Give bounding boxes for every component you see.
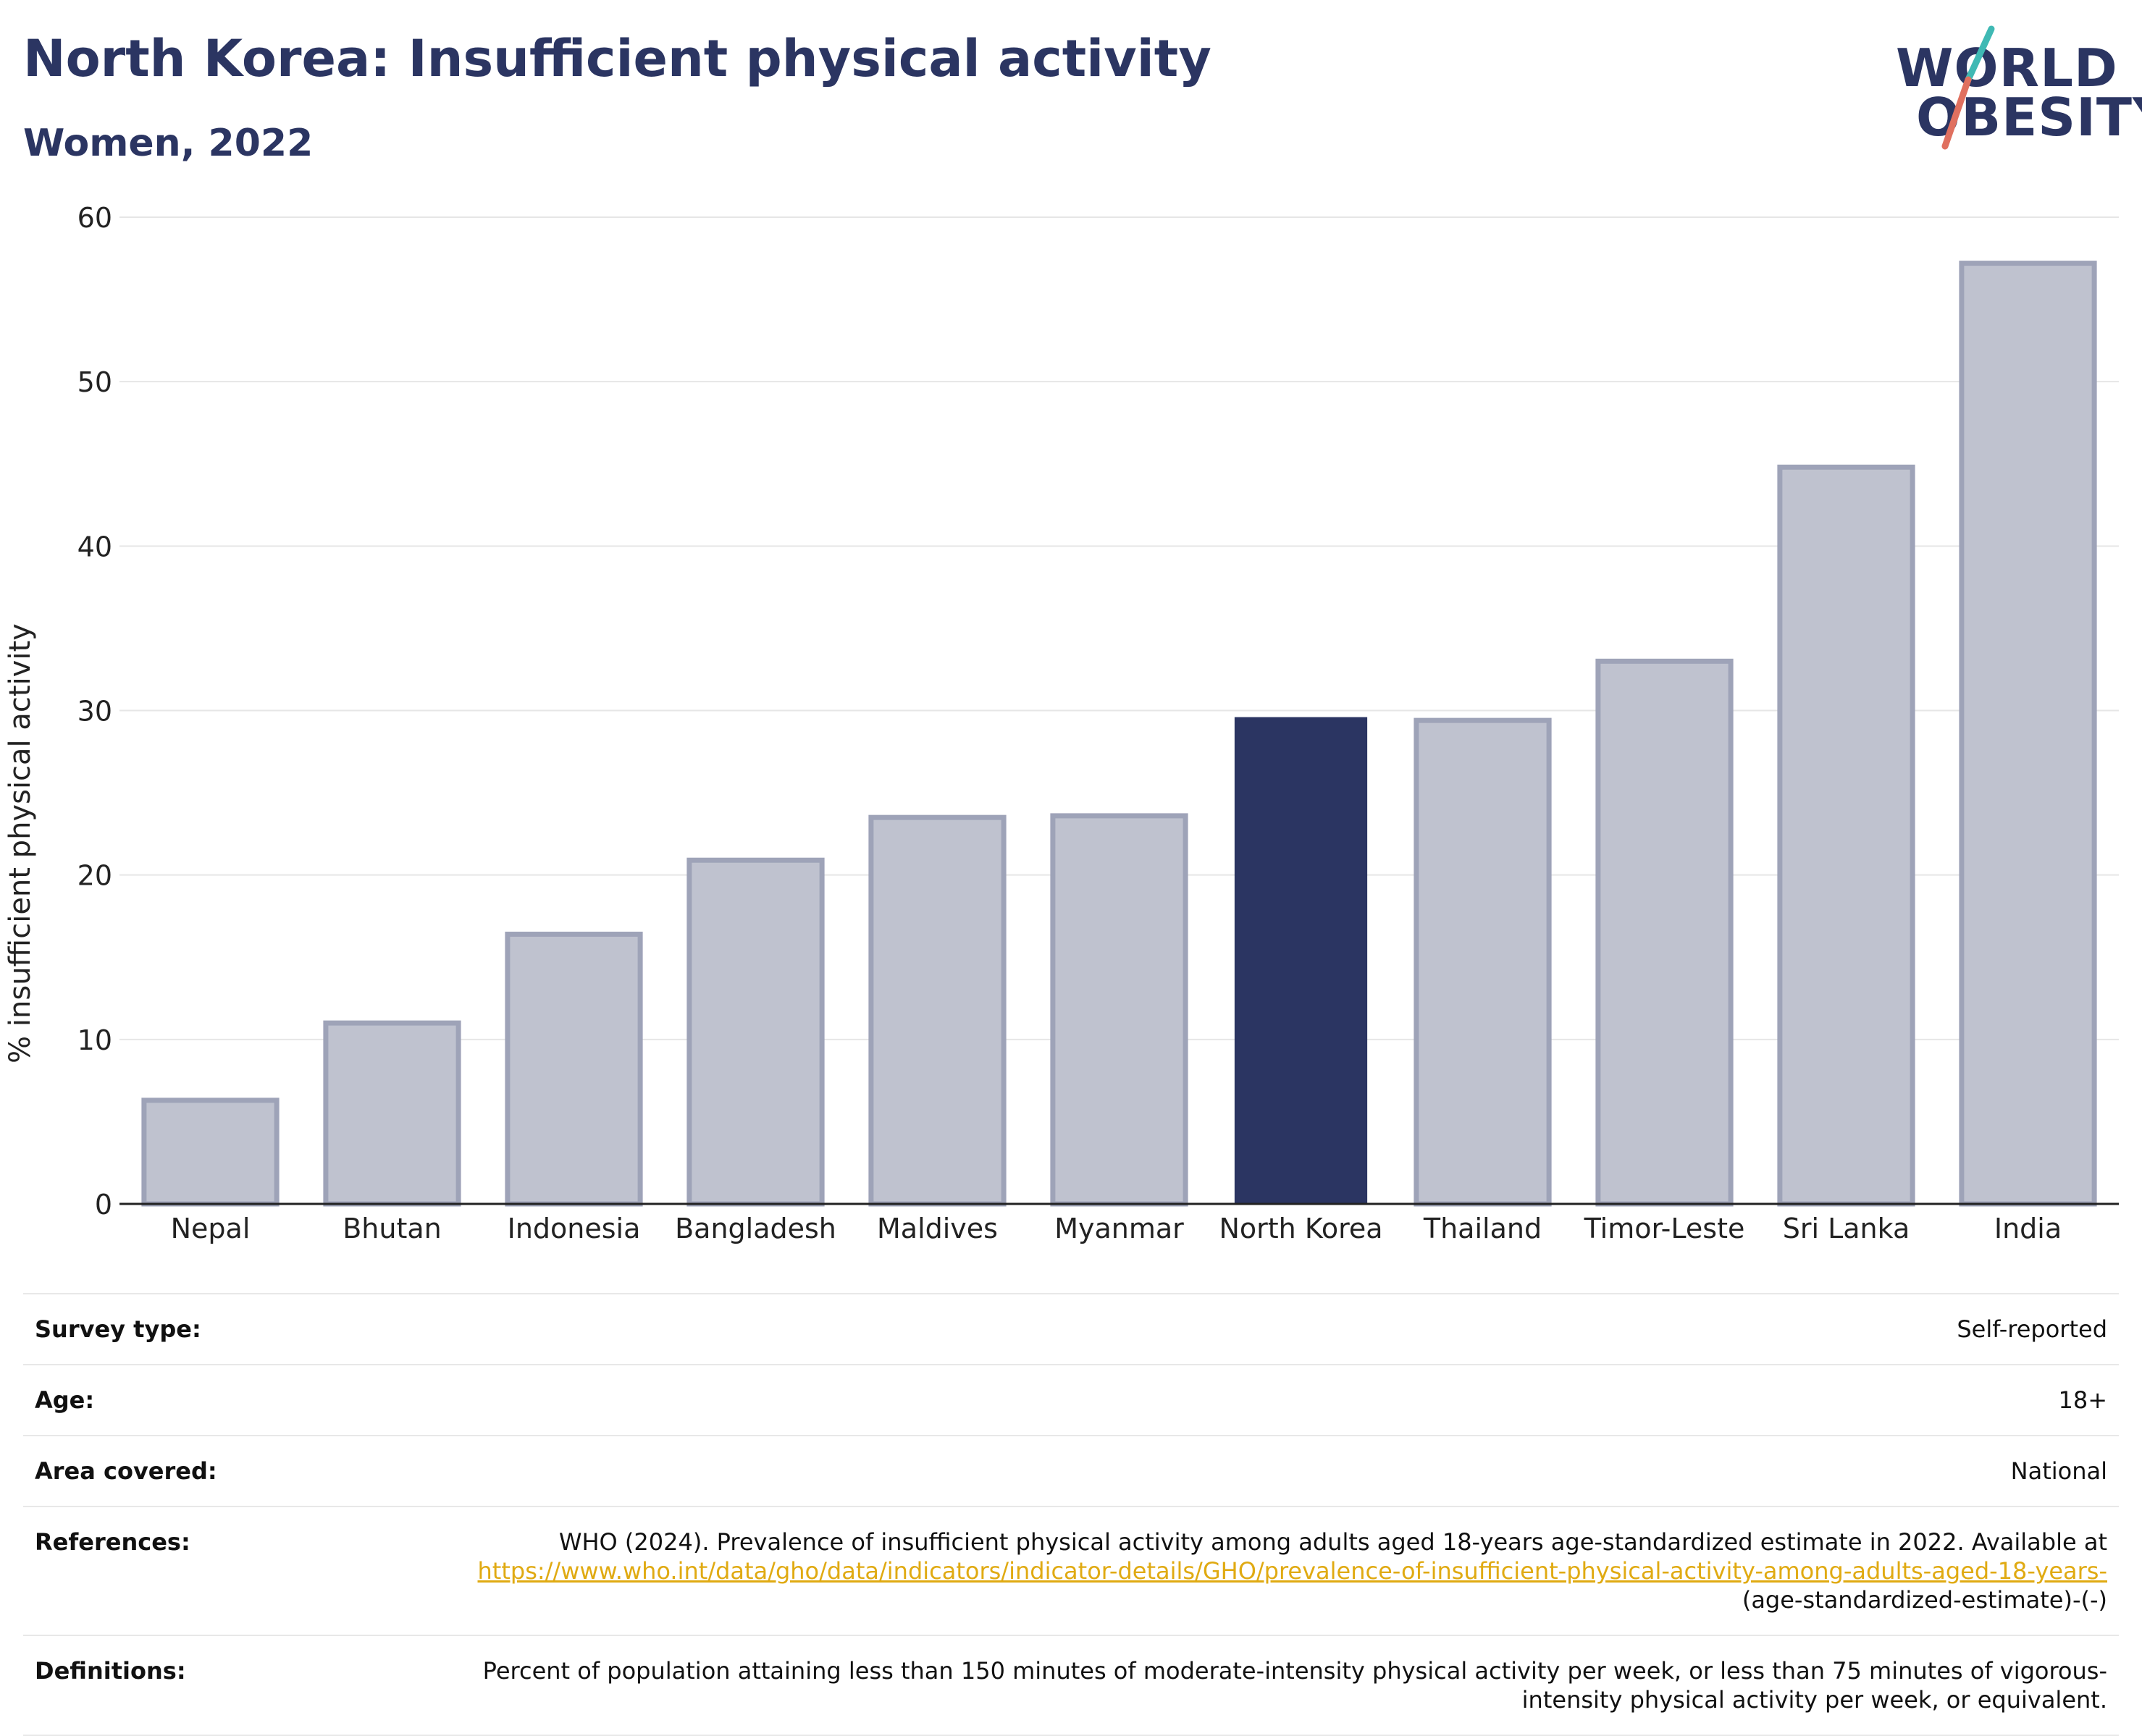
meta-label-definitions: Definitions: — [35, 1657, 186, 1685]
meta-value-references: WHO (2024). Prevalence of insufficient p… — [456, 1528, 2108, 1614]
x-tick-label: Thailand — [1423, 1213, 1542, 1244]
logo-text-line1: WORLD — [1896, 38, 2118, 98]
meta-row-survey-type: Survey type: Self-reported — [23, 1293, 2119, 1364]
y-tick-label: 40 — [77, 531, 112, 562]
x-tick-label: North Korea — [1219, 1213, 1382, 1244]
bar-india — [1959, 261, 2097, 1207]
bar-chart: 0 10 20 30 40 50 60 Nepal Bhutan Indonesia Banglad… — [77, 202, 2119, 1244]
x-tick-label: Bangladesh — [675, 1213, 836, 1244]
meta-value-area: National — [2010, 1457, 2107, 1485]
meta-label-age: Age: — [35, 1386, 95, 1414]
x-tick-label: Sri Lanka — [1783, 1213, 1910, 1244]
logo-slash-teal — [1965, 25, 1995, 83]
meta-row-references: References: WHO (2024). Prevalence of in… — [23, 1506, 2119, 1635]
metadata-table: Survey type: Self-reported Age: 18+ Area… — [23, 1293, 2119, 1736]
world-obesity-logo: WORLD OBESITY — [1883, 22, 2142, 152]
meta-value-survey-type: Self-reported — [1957, 1315, 2107, 1343]
bar-myanmar — [1050, 813, 1188, 1207]
bar-bangladesh — [686, 857, 825, 1207]
logo-slash-coral — [1941, 76, 1972, 150]
meta-value-age: 18+ — [2058, 1386, 2107, 1414]
y-tick-label: 20 — [77, 860, 112, 892]
meta-row-age: Age: 18+ — [23, 1364, 2119, 1435]
meta-label-survey-type: Survey type: — [35, 1315, 201, 1343]
x-tick-label: India — [1994, 1213, 2062, 1244]
bar-maldives — [868, 814, 1007, 1207]
meta-row-definitions: Definitions: Percent of population attai… — [23, 1635, 2119, 1736]
x-tick-label: Bhutan — [343, 1213, 442, 1244]
bar-sri-lanka — [1777, 464, 1915, 1207]
x-tick-label: Maldives — [877, 1213, 998, 1244]
page-title: North Korea: Insufficient physical activ… — [23, 29, 1211, 88]
y-axis-label-text: % insufficient physical activity — [4, 623, 37, 1063]
y-tick-label: 10 — [77, 1024, 112, 1056]
references-suffix: (age-standardized-estimate)-(-) — [1742, 1586, 2107, 1614]
references-text: WHO (2024). Prevalence of insufficient p… — [558, 1528, 2107, 1556]
y-tick-label: 50 — [77, 366, 112, 398]
meta-row-area: Area covered: National — [23, 1435, 2119, 1506]
references-link[interactable]: https://www.who.int/data/gho/data/indica… — [477, 1557, 2108, 1585]
bar-thailand — [1414, 717, 1552, 1207]
bar-nepal — [141, 1097, 280, 1207]
bar-bhutan — [323, 1020, 461, 1207]
y-tick-label: 0 — [95, 1189, 112, 1221]
bar-north-korea — [1234, 717, 1368, 1204]
x-tick-label: Myanmar — [1054, 1213, 1184, 1244]
axes: 0 10 20 30 40 50 60 Nepal Bhutan Indonesia Banglad… — [77, 202, 2119, 1244]
x-tick-label: Timor-Leste — [1584, 1213, 1745, 1244]
y-tick-label: 60 — [77, 202, 112, 234]
bar-timor-leste — [1595, 658, 1734, 1207]
x-tick-label: Indonesia — [508, 1213, 641, 1244]
bars — [141, 261, 2097, 1207]
logo-slash-icon — [1941, 25, 1995, 150]
meta-value-definitions: Percent of population attaining less tha… — [482, 1657, 2107, 1714]
meta-label-area: Area covered: — [35, 1457, 217, 1485]
bar-indonesia — [505, 931, 643, 1207]
page-subtitle: Women, 2022 — [23, 122, 314, 165]
meta-label-references: References: — [35, 1528, 190, 1556]
y-tick-label: 30 — [77, 696, 112, 728]
x-tick-label: Nepal — [171, 1213, 251, 1244]
